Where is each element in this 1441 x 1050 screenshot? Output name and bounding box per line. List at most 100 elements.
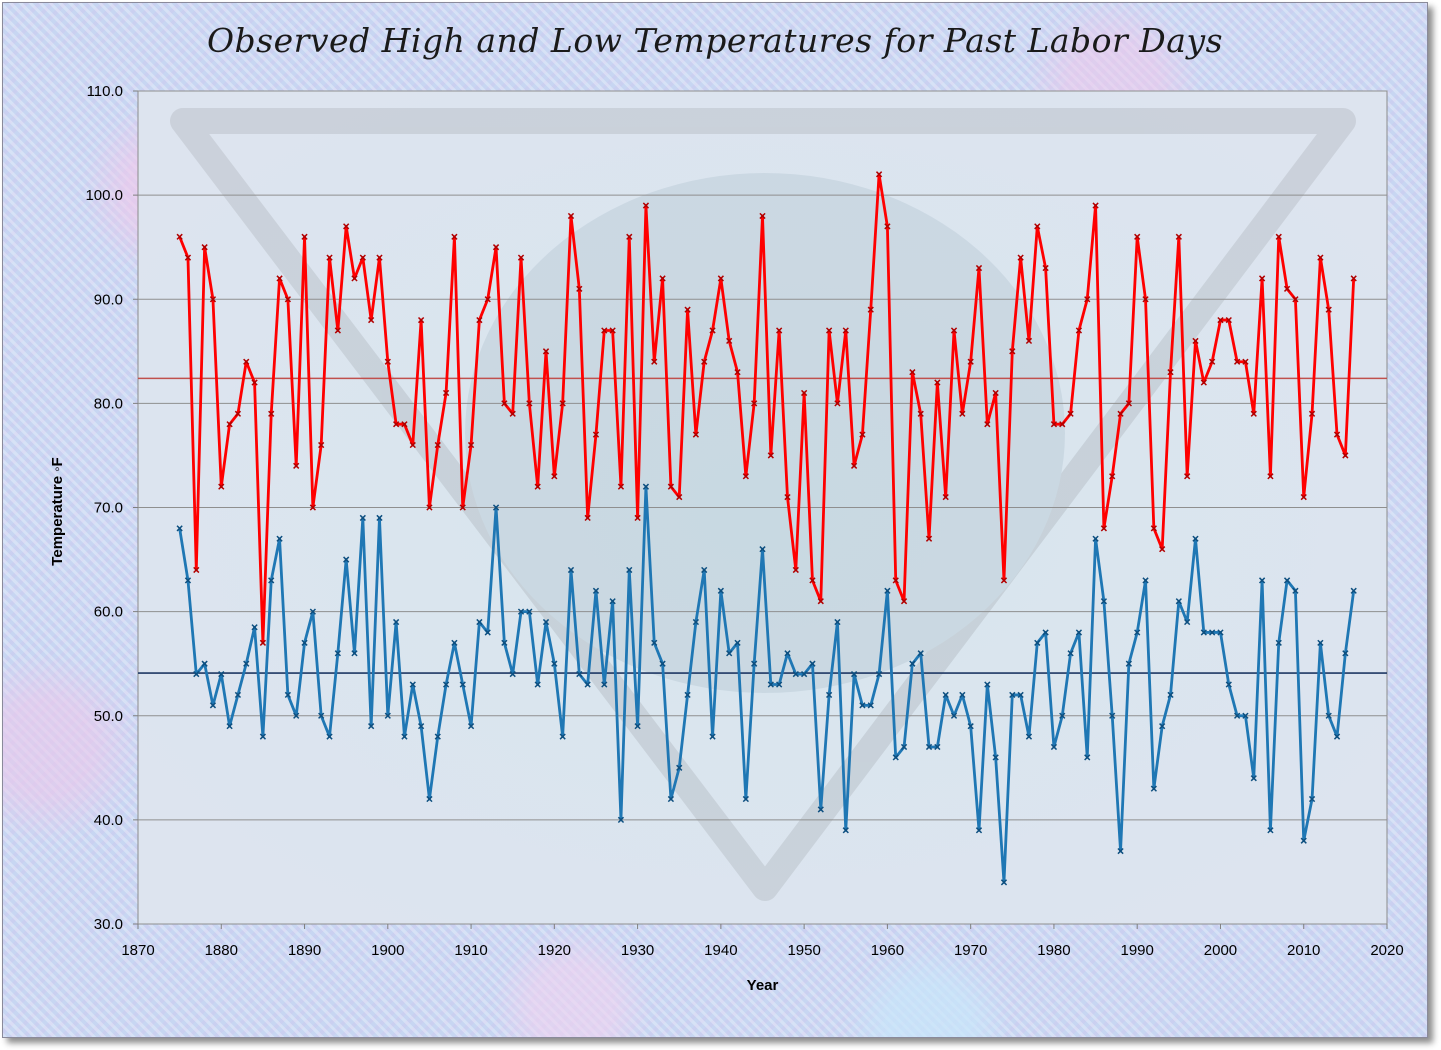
data-point [1042, 264, 1049, 272]
data-point [676, 764, 683, 771]
data-point [925, 743, 933, 751]
data-point [892, 754, 899, 761]
data-point [243, 660, 250, 667]
data-point [1233, 712, 1241, 719]
data-point [651, 639, 658, 646]
data-point [1175, 233, 1182, 240]
series-group [176, 171, 1357, 886]
data-point [1034, 639, 1041, 646]
x-tick-label: 1970 [954, 942, 987, 959]
data-point [667, 483, 675, 490]
data-point [659, 660, 666, 667]
data-point [1142, 296, 1149, 303]
data-point [1250, 775, 1257, 782]
data-point [1059, 421, 1066, 428]
data-point [959, 691, 966, 699]
data-point [1150, 525, 1157, 532]
data-point [1092, 535, 1099, 542]
data-point [1042, 629, 1049, 636]
data-point [759, 212, 766, 220]
data-point [742, 795, 749, 803]
data-point [368, 316, 375, 324]
data-point [434, 441, 441, 449]
data-point [1192, 337, 1199, 345]
data-point [592, 587, 600, 594]
data-point [351, 275, 358, 282]
data-point [634, 723, 641, 730]
data-point [409, 681, 416, 688]
data-point [1134, 233, 1141, 240]
data-point [592, 431, 600, 438]
data-point [809, 577, 816, 584]
y-tick-label: 100.0 [85, 187, 123, 204]
data-point [392, 421, 400, 428]
data-point [1159, 546, 1166, 553]
data-point [1300, 837, 1307, 844]
data-point [1317, 639, 1324, 646]
data-point [784, 650, 791, 657]
data-point [1217, 629, 1224, 636]
data-point [850, 462, 858, 469]
data-point [1067, 410, 1074, 417]
data-point [717, 275, 724, 282]
data-point [334, 650, 341, 657]
data-point [368, 723, 375, 730]
data-point [1084, 296, 1091, 303]
data-point [609, 598, 616, 605]
data-point [709, 733, 716, 740]
data-point [1308, 795, 1316, 803]
data-point [726, 337, 733, 345]
data-point [351, 650, 358, 657]
data-point [542, 348, 550, 355]
data-point [226, 723, 233, 730]
data-point [576, 285, 583, 292]
data-point [967, 723, 974, 730]
data-point [176, 233, 183, 240]
data-point [634, 514, 641, 522]
data-point [1209, 629, 1216, 636]
data-point [459, 504, 466, 511]
data-point [1100, 598, 1108, 605]
data-point [218, 670, 225, 678]
reference-lines [138, 377, 1387, 674]
data-point [934, 379, 941, 386]
data-point [1125, 400, 1133, 407]
series-line [178, 485, 1356, 884]
x-tick-label: 1990 [1121, 942, 1154, 959]
data-point [942, 493, 949, 501]
data-point [309, 608, 316, 615]
data-point [984, 681, 991, 688]
data-point [867, 702, 874, 709]
data-point [1275, 639, 1282, 646]
data-point [884, 223, 891, 230]
data-point [1192, 535, 1199, 542]
data-point [259, 639, 267, 646]
data-point [1350, 275, 1357, 282]
chart-canvas: 30.0 40.0 50.0 60.0 70.0 80.0 90.0 100.0 110.0 1… [49, 83, 1404, 994]
data-point [476, 618, 483, 626]
data-point [1017, 691, 1024, 699]
data-point [1025, 337, 1033, 345]
series-line [178, 172, 1356, 645]
data-point [309, 504, 316, 511]
series-low [176, 483, 1357, 886]
data-point [617, 483, 625, 490]
data-point [1134, 629, 1141, 636]
data-point [326, 254, 333, 261]
data-point [909, 369, 916, 376]
data-point [417, 316, 425, 324]
data-point [1275, 233, 1282, 240]
watermark-emblem [170, 108, 1356, 901]
data-point [559, 733, 566, 740]
data-point [209, 296, 217, 303]
data-point [667, 795, 675, 803]
data-point [642, 202, 650, 209]
data-point [950, 712, 958, 719]
data-point [442, 389, 450, 397]
data-point [659, 275, 666, 282]
data-point [792, 670, 799, 678]
x-axis-title: Year [747, 977, 779, 994]
data-point [534, 681, 541, 688]
x-tick-label: 2000 [1204, 942, 1237, 959]
data-point [1333, 733, 1341, 740]
